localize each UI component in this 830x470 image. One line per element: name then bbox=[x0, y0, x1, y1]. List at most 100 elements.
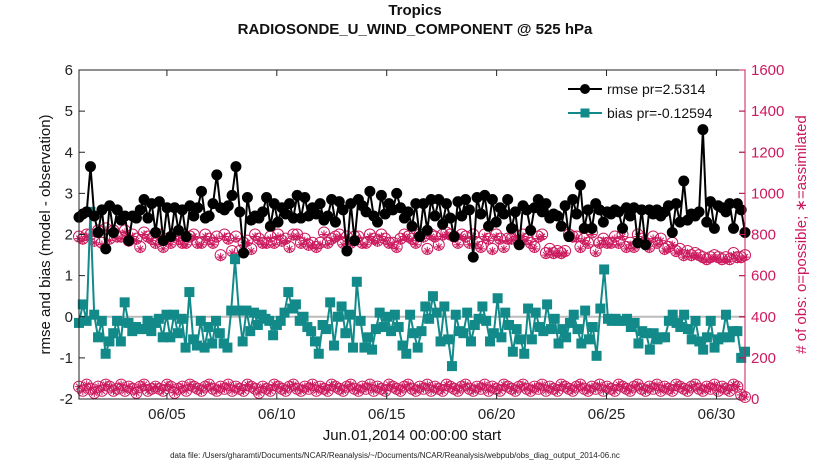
obs-assimilated-point bbox=[534, 234, 543, 243]
bias-point bbox=[355, 315, 366, 326]
obs-assimilated-point bbox=[733, 382, 742, 391]
rmse-point bbox=[490, 216, 502, 228]
obs-assimilated-point bbox=[327, 380, 336, 389]
rmse-point bbox=[540, 198, 552, 210]
obs-assimilated-point bbox=[396, 236, 405, 245]
obs-assimilated-point bbox=[488, 246, 497, 256]
obs-assimilated-point bbox=[116, 380, 126, 389]
obs-assimilated-point bbox=[407, 236, 417, 245]
obs-possible-point bbox=[168, 386, 181, 399]
obs-assimilated-point bbox=[300, 236, 310, 245]
obs-assimilated-point bbox=[151, 382, 160, 391]
obs-assimilated-point bbox=[315, 382, 325, 391]
obs-assimilated-point bbox=[671, 248, 681, 258]
obs-assimilated-point bbox=[499, 244, 509, 254]
obs-assimilated-point bbox=[610, 234, 620, 243]
obs-assimilated-point bbox=[492, 384, 501, 393]
bias-point bbox=[195, 315, 206, 326]
obs-assimilated-point bbox=[465, 240, 474, 249]
obs-assimilated-point bbox=[411, 240, 421, 249]
obs-assimilated-point bbox=[557, 250, 566, 260]
obs-assimilated-point bbox=[614, 380, 623, 389]
rmse-point bbox=[414, 231, 426, 243]
rmse-point bbox=[617, 222, 629, 234]
bias-point bbox=[709, 342, 720, 353]
obs-assimilated-point bbox=[270, 380, 279, 389]
bias-point bbox=[351, 276, 362, 287]
bias-point bbox=[252, 319, 263, 330]
obs-assimilated-point bbox=[250, 232, 260, 241]
bias-point bbox=[572, 324, 583, 335]
bias-point bbox=[587, 322, 598, 333]
obs-assimilated-point bbox=[442, 230, 451, 239]
bias-point bbox=[180, 342, 191, 353]
obs-assimilated-point bbox=[365, 232, 375, 241]
obs-assimilated-point bbox=[201, 382, 210, 391]
obs-assimilated-point bbox=[101, 380, 110, 389]
obs-possible-point bbox=[337, 384, 350, 397]
obs-assimilated-point bbox=[507, 236, 516, 245]
bias-point bbox=[682, 324, 693, 335]
obs-assimilated-point bbox=[331, 382, 340, 391]
rmse-point bbox=[322, 210, 334, 222]
obs-assimilated-point bbox=[109, 386, 118, 395]
bias-point bbox=[268, 330, 279, 341]
obs-assimilated-point bbox=[254, 236, 264, 245]
obs-assimilated-point bbox=[514, 382, 524, 391]
obs-assimilated-point bbox=[469, 232, 478, 241]
obs-assimilated-point bbox=[702, 257, 711, 266]
obs-possible-point bbox=[509, 384, 522, 397]
obs-assimilated-point bbox=[308, 380, 317, 389]
obs-assimilated-point bbox=[400, 232, 409, 241]
obs-assimilated-point bbox=[262, 384, 271, 393]
rmse-point bbox=[639, 239, 651, 251]
rmse-point bbox=[463, 204, 475, 216]
legend-bias-marker bbox=[580, 108, 590, 118]
rmse-point bbox=[257, 206, 269, 218]
obs-assimilated-point bbox=[174, 384, 183, 393]
obs-assimilated-point bbox=[296, 240, 306, 249]
obs-assimilated-point bbox=[266, 386, 275, 395]
bias-point bbox=[485, 336, 496, 347]
obs-assimilated-point bbox=[247, 382, 256, 391]
obs-low-series bbox=[73, 378, 751, 403]
bias-point bbox=[207, 338, 218, 349]
bias-point bbox=[401, 348, 412, 359]
obs-assimilated-point bbox=[216, 252, 225, 262]
y-left-tick-label: 6 bbox=[65, 62, 73, 79]
bias-point bbox=[519, 348, 530, 359]
rmse-point bbox=[701, 216, 713, 228]
obs-assimilated-point bbox=[346, 240, 355, 249]
bias-point bbox=[332, 311, 343, 322]
obs-assimilated-point bbox=[687, 252, 696, 262]
x-tick-label: 06/10 bbox=[258, 406, 296, 423]
obs-assimilated-point bbox=[453, 240, 463, 249]
rmse-point bbox=[406, 220, 418, 232]
y-right-axis-label: # of obs: o=possible; ∗=assimilated bbox=[793, 115, 810, 354]
obs-possible-point bbox=[574, 378, 587, 391]
bias-point bbox=[328, 340, 339, 351]
obs-possible-point bbox=[459, 378, 472, 391]
obs-assimilated-point bbox=[457, 382, 466, 391]
rmse-point bbox=[456, 210, 468, 222]
obs-assimilated-point bbox=[721, 384, 731, 393]
rmse-point bbox=[375, 189, 387, 201]
bias-point bbox=[283, 287, 294, 298]
obs-assimilated-point bbox=[664, 244, 673, 254]
obs-assimilated-point bbox=[495, 386, 505, 395]
obs-assimilated-point bbox=[166, 382, 176, 391]
y-right-tick-label: 1600 bbox=[751, 62, 784, 79]
obs-assimilated-point bbox=[136, 382, 145, 391]
bias-point bbox=[705, 315, 716, 326]
rmse-point bbox=[502, 194, 514, 206]
obs-assimilated-point bbox=[530, 382, 539, 391]
bias-point bbox=[313, 348, 324, 359]
rmse-point bbox=[666, 226, 678, 238]
rmse-point bbox=[222, 200, 234, 212]
bias-point bbox=[397, 340, 408, 351]
obs-assimilated-point bbox=[518, 232, 528, 241]
bias-point bbox=[93, 332, 104, 343]
obs-assimilated-point bbox=[652, 240, 662, 249]
rmse-point bbox=[513, 239, 525, 251]
